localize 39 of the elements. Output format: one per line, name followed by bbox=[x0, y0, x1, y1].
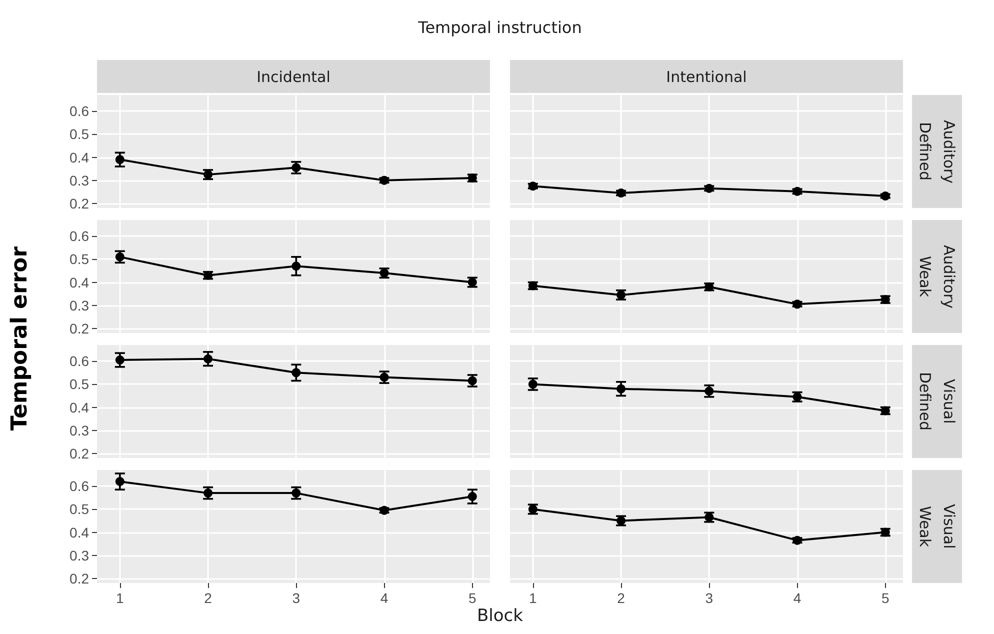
y-tick-label: 0.5 bbox=[70, 501, 90, 518]
y2-axis-title: Visual Defined bbox=[915, 372, 959, 431]
y-tick-label: 0.2 bbox=[70, 445, 90, 462]
y-tick-label: 0.6 bbox=[70, 478, 90, 494]
y-tick-label: 0.6 bbox=[70, 228, 90, 244]
x-axis-title: Block bbox=[476, 606, 524, 626]
y-tick-label: 0.5 bbox=[70, 126, 90, 142]
y-tick-label: 0.6 bbox=[70, 353, 90, 370]
y-tick-label: 0.4 bbox=[70, 399, 90, 416]
x-tick-label: 1 bbox=[116, 590, 124, 606]
y2-axis-title: Auditory Defined bbox=[915, 120, 959, 184]
x-tick-label: 2 bbox=[204, 590, 212, 606]
y-tick-label: 0.4 bbox=[70, 149, 90, 166]
chart-title: Intentional bbox=[510, 60, 903, 93]
y-tick-label: 0.3 bbox=[70, 172, 90, 188]
y-tick-label: 0.5 bbox=[70, 376, 90, 392]
y-tick-label: 0.2 bbox=[70, 320, 90, 336]
y-tick-label: 0.3 bbox=[70, 422, 90, 438]
x-tick-label: 5 bbox=[881, 590, 890, 606]
y-tick-label: 0.4 bbox=[70, 274, 90, 290]
chart-title: Incidental bbox=[97, 60, 490, 93]
x-tick-label: 3 bbox=[292, 590, 300, 606]
x-tick-label: 5 bbox=[468, 590, 476, 606]
x-tick-label: 4 bbox=[380, 590, 388, 606]
y2-axis-title: Visual Weak bbox=[915, 504, 959, 549]
text: Temporal instruction bbox=[417, 18, 583, 37]
y-axis-title: Temporal error bbox=[8, 245, 32, 433]
y-tick-label: 0.2 bbox=[70, 195, 90, 212]
y-tick-label: 0.3 bbox=[70, 547, 90, 564]
x-tick-label: 2 bbox=[617, 590, 626, 606]
y-tick-label: 0.5 bbox=[70, 251, 90, 268]
y-tick-label: 0.6 bbox=[70, 103, 90, 120]
x-tick-label: 4 bbox=[793, 590, 802, 606]
x-tick-label: 1 bbox=[529, 590, 538, 606]
x-tick-label: 3 bbox=[705, 590, 714, 606]
y2-axis-title: Auditory Weak bbox=[915, 244, 959, 308]
y-tick-label: 0.2 bbox=[70, 570, 90, 586]
y-tick-label: 0.4 bbox=[70, 524, 90, 540]
y-tick-label: 0.3 bbox=[70, 297, 90, 314]
